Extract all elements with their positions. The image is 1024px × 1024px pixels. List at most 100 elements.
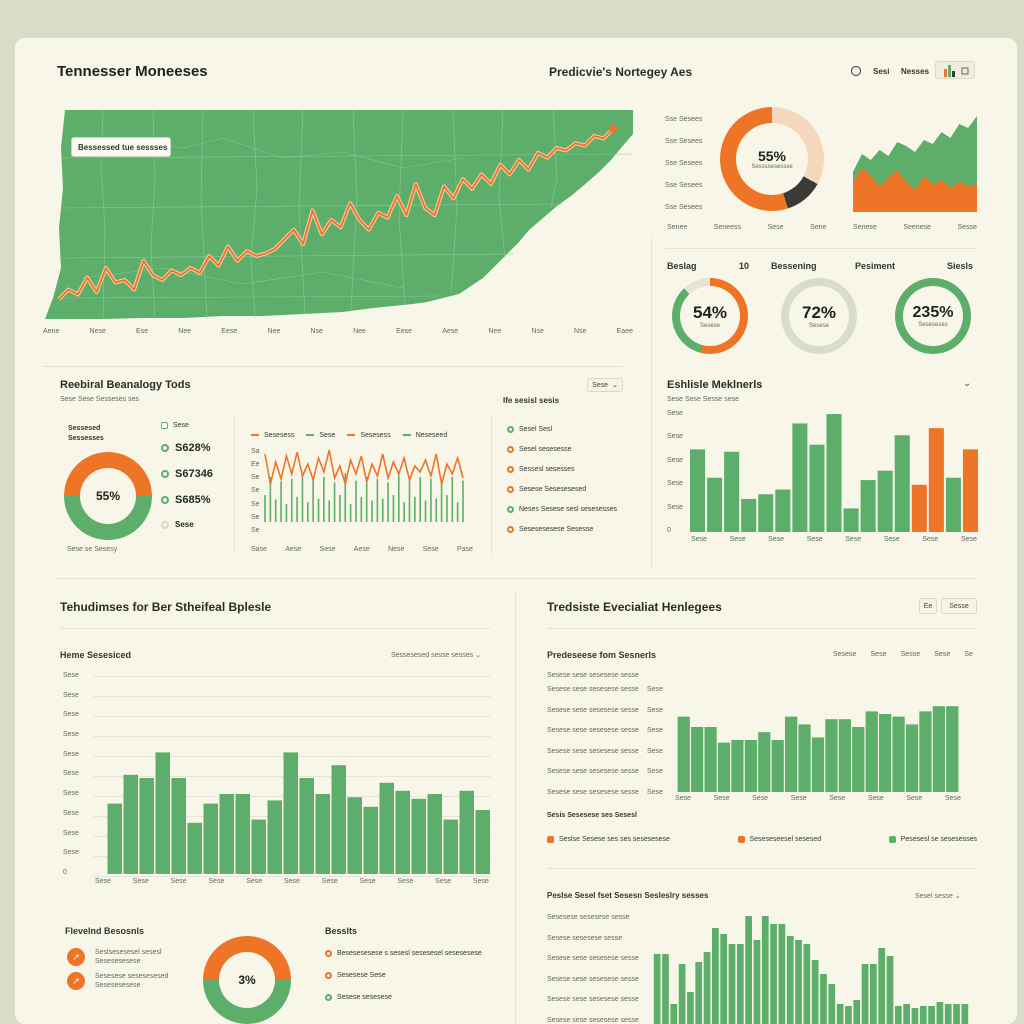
lower-right-btn-2-label: Sesse bbox=[949, 602, 969, 610]
metric-label-4: Pesiment bbox=[855, 261, 896, 271]
bar bbox=[363, 806, 378, 874]
lower-right-dropdown2[interactable]: Sesel sesse ⌄ bbox=[915, 892, 961, 900]
kv-header-label: Sese bbox=[173, 422, 189, 429]
lower-right-row: Sesese sese sesesese sesse Sese bbox=[547, 686, 663, 693]
bottom-left-items: ↗ Seslsesesesel sesesl Sesesesesese ↗ Seses… bbox=[67, 948, 207, 1008]
mid-right-x-tick: Sese bbox=[729, 536, 746, 543]
mid-right-x-tick: Sese bbox=[960, 536, 977, 543]
checkbox-icon bbox=[161, 422, 168, 429]
grid-line bbox=[93, 696, 491, 697]
lower-right-row2-label: Sesesese sesesese sesse bbox=[547, 914, 630, 921]
lower-left-title: Tehudimses for Ber Stheifeal Bplesle bbox=[60, 600, 272, 614]
bottom-left-item: ↗ Sesesese sesesesesed Sesesesesese bbox=[67, 972, 169, 990]
lower-right-x-tick: Sese bbox=[752, 795, 769, 802]
bar bbox=[894, 1006, 902, 1024]
grid-line bbox=[93, 736, 491, 737]
top-donut-value: 55% bbox=[757, 148, 787, 164]
bar bbox=[838, 719, 851, 792]
lower-right-row2-label: Sesese sese sesesese sesse bbox=[547, 955, 639, 963]
bar bbox=[741, 498, 757, 532]
bar bbox=[944, 1004, 952, 1024]
toolbar-item-2[interactable]: Nesses bbox=[901, 67, 930, 76]
mid-line-chart bbox=[264, 449, 464, 522]
metric-ring-3: 235% Seseseses bbox=[895, 278, 971, 354]
lower-right-btn-1[interactable]: Ee bbox=[919, 598, 937, 614]
right-list-item[interactable]: Sesel sesesesse bbox=[507, 446, 572, 453]
map-x-tick: Eese bbox=[221, 328, 238, 335]
bottom-right-item: Sesesese Sese bbox=[325, 972, 386, 979]
metric-2-value: 72% bbox=[801, 303, 837, 322]
lower-left-x-tick: Sese bbox=[321, 878, 338, 885]
bar bbox=[798, 724, 811, 792]
bar bbox=[744, 740, 757, 792]
line-legend-label: Sese bbox=[319, 431, 336, 439]
map-x-tick: Nse bbox=[310, 328, 323, 335]
legend-swatch bbox=[251, 434, 259, 436]
bar bbox=[724, 451, 740, 532]
lower-right-row: Sesese sese sesesese sesse Sese bbox=[547, 727, 663, 734]
bar bbox=[861, 964, 869, 1024]
bar bbox=[717, 742, 731, 792]
lower-right-row-tick: Sese bbox=[647, 706, 663, 714]
mid-donut-chart: 55% bbox=[64, 452, 152, 540]
right-list-item[interactable]: Sesese Sesesesesed bbox=[507, 486, 586, 493]
lower-right-row2-label: Sesese sese sesesese sesse bbox=[547, 1016, 639, 1024]
toolbar-item-1[interactable]: Sesi bbox=[873, 67, 890, 76]
circle-icon[interactable] bbox=[851, 66, 861, 76]
lower-right-row-label: Sesese sese sesesese sesse bbox=[547, 727, 639, 735]
right-list-item[interactable]: Sesel Sesl bbox=[507, 426, 552, 433]
bar bbox=[687, 992, 694, 1024]
bar bbox=[892, 716, 905, 792]
lower-left-y-tick: Sese bbox=[63, 770, 79, 778]
mid-dropdown-label: Sese bbox=[592, 381, 609, 389]
bar bbox=[459, 790, 474, 874]
section-subtitle-mid-right: Sese Sese Sesse sese bbox=[667, 396, 739, 403]
bar bbox=[690, 449, 706, 532]
bar bbox=[707, 477, 723, 532]
bar bbox=[903, 1004, 910, 1024]
bar bbox=[299, 778, 314, 874]
lower-right-row-tick: Sese bbox=[647, 747, 663, 755]
bar bbox=[331, 765, 346, 874]
line-legend-item: Sesesess bbox=[251, 430, 294, 440]
metric-ring-1: 54% Sesese bbox=[672, 278, 748, 354]
bar bbox=[878, 948, 886, 1024]
bar bbox=[803, 944, 811, 1024]
line-y-tick: Se bbox=[251, 474, 260, 482]
line-x-tick: Pase bbox=[456, 546, 473, 553]
kv-row: Sese bbox=[161, 520, 194, 529]
lower-left-y-tick: 0 bbox=[63, 868, 67, 876]
bar bbox=[962, 449, 978, 532]
lower-right-x-tick: Sese bbox=[867, 795, 884, 802]
bar bbox=[712, 928, 719, 1024]
bar bbox=[932, 706, 945, 792]
bar bbox=[928, 1006, 935, 1024]
status-dot-icon bbox=[325, 994, 332, 1001]
divider bbox=[651, 238, 652, 568]
right-list-item[interactable]: Sessesl sesesses bbox=[507, 466, 575, 473]
metric-3-label: Seseseses bbox=[918, 322, 948, 328]
legend-swatch bbox=[306, 434, 315, 436]
chevron-down-icon[interactable]: ⌄ bbox=[963, 378, 972, 389]
mid-right-bar-chart bbox=[690, 414, 978, 532]
mid-right-x-tick: Sese bbox=[883, 536, 900, 543]
mid-dropdown[interactable]: Sese ⌄ bbox=[587, 378, 623, 392]
kv-row: S67346 bbox=[161, 468, 213, 480]
legend-swatch bbox=[888, 835, 896, 843]
bar bbox=[928, 428, 944, 532]
bar bbox=[905, 724, 919, 792]
chart-toggle-button[interactable] bbox=[935, 61, 975, 79]
map-tooltip-text: Bessessed tue sessses bbox=[78, 142, 168, 152]
bar bbox=[894, 435, 910, 532]
map-tooltip: Bessessed tue sessses bbox=[71, 137, 171, 157]
bar bbox=[911, 1008, 919, 1024]
lower-left-y-tick: Sese bbox=[63, 691, 79, 699]
bar bbox=[809, 444, 825, 532]
lower-right-btn-2[interactable]: Sesse bbox=[941, 598, 977, 614]
right-list-item[interactable]: Neses Sesese sesl sesesesses bbox=[507, 506, 617, 513]
right-list-item[interactable]: Sesesesesese Sesesse bbox=[507, 526, 593, 533]
line-y-tick: Se bbox=[251, 526, 260, 534]
lower-left-dropdown[interactable]: Sessesesed sesse sesses ⌄ bbox=[391, 651, 481, 659]
lower-left-y-tick: Sese bbox=[63, 750, 79, 758]
bar bbox=[691, 727, 704, 792]
